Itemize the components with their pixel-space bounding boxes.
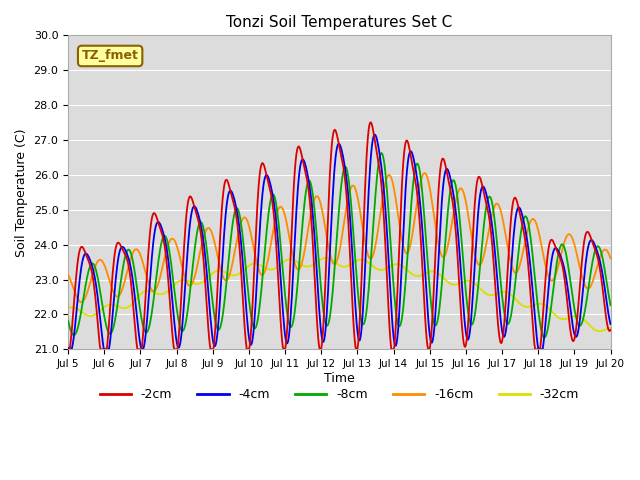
Line: -8cm: -8cm [68,153,611,337]
-32cm [332,260,339,266]
-4cm [65,347,73,352]
-16cm [385,172,392,178]
-2cm [331,127,339,132]
-8cm [331,263,339,268]
Line: -2cm: -2cm [68,122,611,349]
-4cm [184,243,192,249]
-16cm [77,299,84,305]
-2cm [207,347,214,352]
-8cm [438,282,445,288]
-32cm [64,305,72,311]
-16cm [332,261,339,266]
-4cm [559,258,566,264]
-2cm [183,205,191,211]
-8cm [540,335,548,340]
-32cm [207,272,214,278]
-2cm [367,120,375,125]
-4cm [332,155,339,160]
-32cm [438,274,445,279]
-32cm [557,316,565,322]
-32cm [385,264,392,270]
-2cm [557,259,565,265]
Legend: -2cm, -4cm, -8cm, -16cm, -32cm: -2cm, -4cm, -8cm, -16cm, -32cm [95,383,584,406]
-16cm [559,247,566,252]
-16cm [607,255,614,261]
-16cm [184,282,192,288]
X-axis label: Time: Time [324,372,355,385]
-8cm [64,318,72,324]
Line: -4cm: -4cm [68,134,611,349]
-4cm [371,132,379,137]
-2cm [438,157,445,163]
-2cm [385,302,392,308]
-4cm [64,345,72,351]
-8cm [559,241,566,247]
-2cm [64,347,72,352]
-32cm [595,328,603,334]
-32cm [322,255,330,261]
Y-axis label: Soil Temperature (C): Soil Temperature (C) [15,128,28,257]
-8cm [378,150,385,156]
-4cm [207,324,215,330]
-32cm [183,278,191,284]
-32cm [607,325,614,331]
-16cm [420,170,428,176]
-8cm [607,302,614,308]
-16cm [438,254,446,260]
Line: -16cm: -16cm [68,173,611,302]
-8cm [183,312,191,317]
Text: TZ_fmet: TZ_fmet [82,49,139,62]
-4cm [385,265,393,271]
-16cm [64,272,72,277]
-2cm [607,327,614,333]
-8cm [385,205,392,211]
Line: -32cm: -32cm [68,258,611,331]
-4cm [438,190,446,195]
-4cm [607,321,614,327]
-16cm [207,228,215,234]
Title: Tonzi Soil Temperatures Set C: Tonzi Soil Temperatures Set C [226,15,452,30]
-8cm [207,281,214,287]
